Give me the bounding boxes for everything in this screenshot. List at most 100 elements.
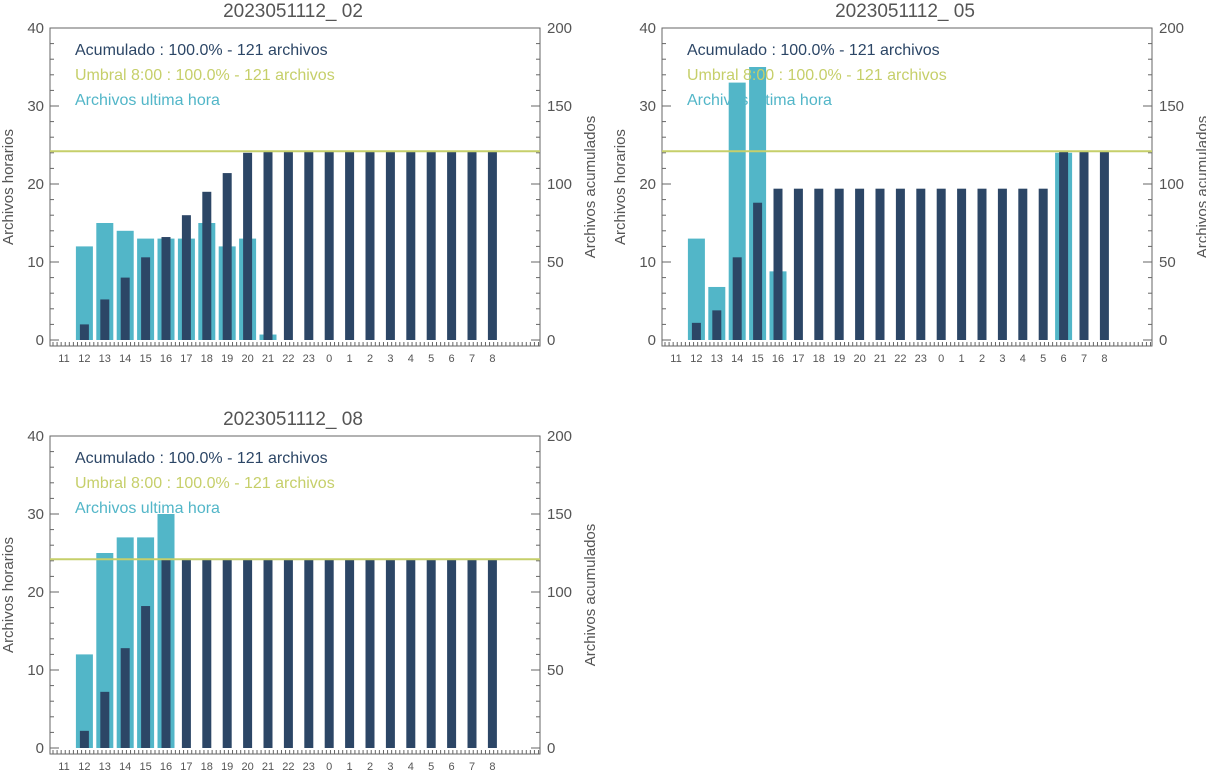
accumulated-bar <box>161 237 171 340</box>
x-tick-label: 8 <box>489 761 495 771</box>
x-tick-label: 13 <box>99 353 111 365</box>
accumulated-bar <box>100 299 110 340</box>
accumulated-bar <box>161 559 171 748</box>
x-tick-label: 12 <box>690 353 702 365</box>
accumulated-bar <box>916 188 926 340</box>
x-tick-label: 4 <box>408 761 414 771</box>
accumulated-bar <box>222 559 232 748</box>
accumulated-bar <box>406 559 416 748</box>
y-right-tick-label: 0 <box>547 332 555 349</box>
accumulated-bar <box>447 151 457 340</box>
legend-entry: Umbral 8:00 : 100.0% - 121 archivos <box>75 67 335 84</box>
accumulated-bar <box>487 559 497 748</box>
x-tick-label: 17 <box>792 353 804 365</box>
accumulated-bar <box>977 188 987 340</box>
accumulated-bar <box>1038 188 1048 340</box>
accumulated-bar <box>1059 151 1069 340</box>
plot-frame <box>49 435 541 755</box>
y-right-axis-label: Archivos acumulados <box>582 116 599 259</box>
accumulated-bar <box>304 559 314 748</box>
accumulated-bar <box>875 188 885 340</box>
chart-title: 2023051112_ 05 <box>835 1 975 22</box>
accumulated-bar <box>263 151 273 340</box>
accumulated-bar <box>304 151 314 340</box>
x-tick-label: 14 <box>119 353 131 365</box>
y-right-tick-label: 50 <box>547 662 564 679</box>
plot-frame <box>49 27 541 347</box>
accumulated-bar <box>120 648 130 748</box>
x-tick-label: 23 <box>303 353 315 365</box>
x-tick-label: 20 <box>853 353 865 365</box>
accumulated-bar <box>243 152 253 340</box>
y-right-tick-label: 50 <box>1159 254 1176 271</box>
accumulated-bar <box>732 257 742 340</box>
accumulated-bar <box>141 257 151 340</box>
x-tick-label: 19 <box>221 353 233 365</box>
x-tick-label: 4 <box>408 353 414 365</box>
x-tick-label: 23 <box>303 761 315 771</box>
legend-entry: Acumulado : 100.0% - 121 archivos <box>75 450 328 467</box>
x-tick-label: 7 <box>1081 353 1087 365</box>
accumulated-bar <box>447 559 457 748</box>
accumulated-bar <box>283 151 293 340</box>
x-tick-label: 8 <box>489 353 495 365</box>
accumulated-bar <box>100 691 110 748</box>
accumulated-bar <box>79 324 89 340</box>
accumulated-bar <box>365 559 375 748</box>
x-tick-label: 16 <box>160 353 172 365</box>
x-tick-label: 15 <box>139 761 151 771</box>
chart-title: 2023051112_ 02 <box>223 1 363 22</box>
y-left-axis-label: Archivos horarios <box>0 537 17 653</box>
x-tick-label: 21 <box>262 761 274 771</box>
legend-entry: Archivos ultima hora <box>687 92 832 109</box>
x-tick-label: 4 <box>1020 353 1026 365</box>
y-left-axis-label: Archivos horarios <box>0 129 17 245</box>
y-right-tick-label: 150 <box>1159 98 1184 115</box>
accumulated-bar <box>426 559 436 748</box>
x-tick-label: 22 <box>894 353 906 365</box>
y-left-tick-label: 10 <box>639 254 656 271</box>
accumulated-bar <box>793 188 803 340</box>
x-tick-label: 3 <box>999 353 1005 365</box>
hourly-bar <box>75 654 93 748</box>
x-tick-label: 12 <box>78 761 90 771</box>
accumulated-bar <box>957 188 967 340</box>
y-right-tick-label: 100 <box>1159 176 1184 193</box>
accumulated-bar <box>1079 151 1089 340</box>
y-left-tick-label: 40 <box>639 20 656 37</box>
x-tick-label: 0 <box>326 353 332 365</box>
x-tick-label: 1 <box>959 353 965 365</box>
x-tick-label: 11 <box>58 761 69 771</box>
hourly-bar <box>75 246 93 340</box>
x-tick-label: 5 <box>428 353 434 365</box>
y-right-tick-label: 100 <box>547 584 572 601</box>
x-tick-label: 3 <box>387 353 393 365</box>
accumulated-bar <box>283 559 293 748</box>
x-tick-label: 6 <box>449 761 455 771</box>
y-left-tick-label: 40 <box>27 428 44 445</box>
accumulated-bar <box>1099 151 1109 340</box>
y-left-tick-label: 10 <box>27 662 44 679</box>
x-tick-label: 20 <box>241 761 253 771</box>
accumulated-bar <box>467 559 477 748</box>
legend-entry: Acumulado : 100.0% - 121 archivos <box>687 42 940 59</box>
accumulated-bar <box>814 188 824 340</box>
x-tick-label: 2 <box>367 761 373 771</box>
accumulated-bar <box>365 151 375 340</box>
accumulated-bar <box>895 188 905 340</box>
x-tick-label: 21 <box>262 353 274 365</box>
x-tick-label: 11 <box>670 353 681 365</box>
accumulated-bar <box>997 188 1007 340</box>
accumulated-bar <box>385 559 395 748</box>
y-left-tick-label: 30 <box>27 506 44 523</box>
x-tick-label: 7 <box>469 761 475 771</box>
x-tick-label: 17 <box>180 353 192 365</box>
x-tick-label: 11 <box>58 353 69 365</box>
x-tick-label: 22 <box>282 353 294 365</box>
x-tick-label: 19 <box>833 353 845 365</box>
y-right-tick-label: 200 <box>1159 20 1184 37</box>
y-left-tick-label: 20 <box>27 176 44 193</box>
accumulated-bar <box>202 191 212 340</box>
accumulated-bar <box>834 188 844 340</box>
plot-frame <box>661 27 1153 347</box>
